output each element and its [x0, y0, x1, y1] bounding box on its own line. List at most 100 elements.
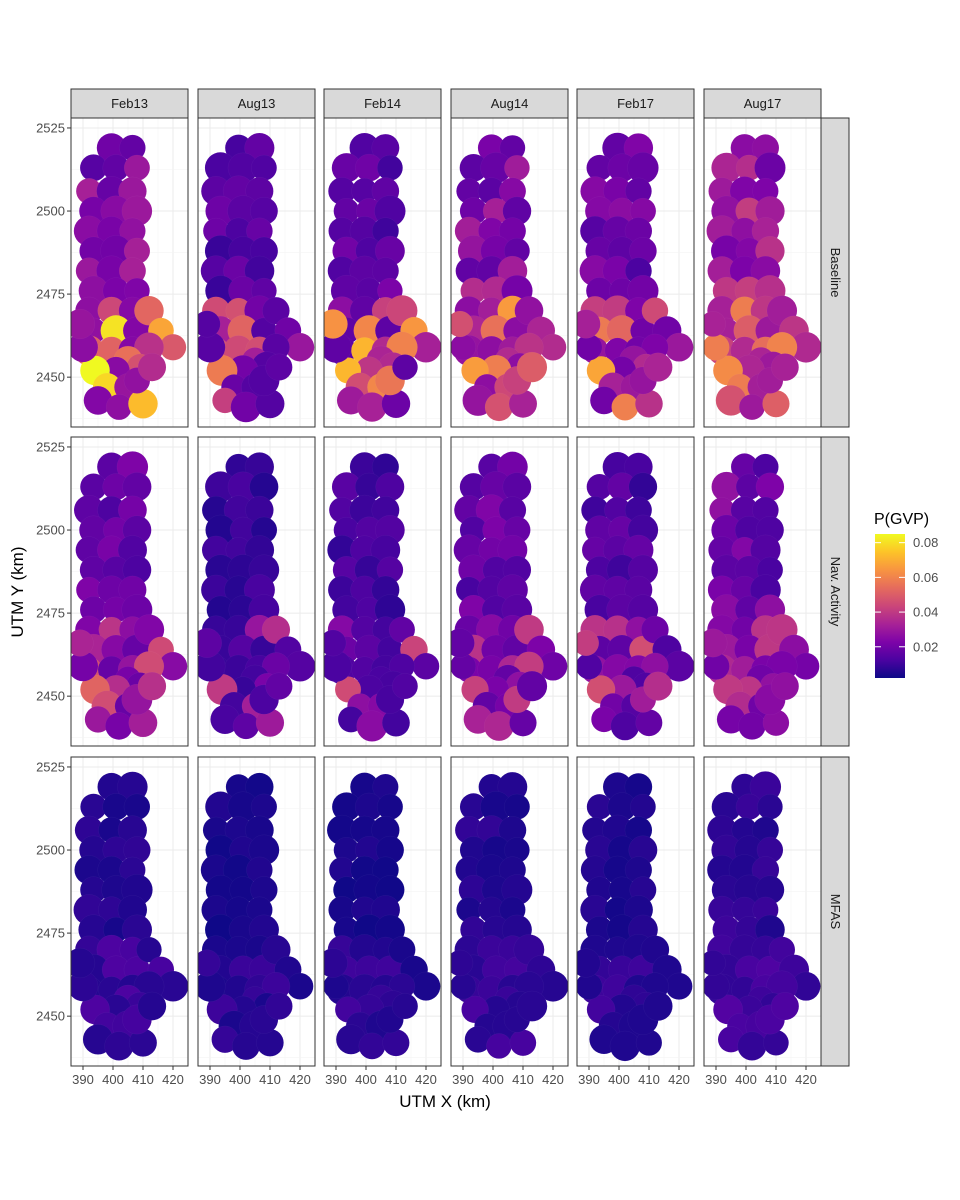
map-cell — [451, 628, 475, 658]
panel-Feb13-baseline — [70, 117, 189, 428]
map-cell — [611, 393, 639, 421]
legend-title: P(GVP) — [874, 511, 929, 528]
strip-background — [576, 88, 695, 119]
map-cell — [577, 629, 600, 657]
x-tick-label: 420 — [162, 1072, 184, 1087]
map-cell — [635, 389, 663, 418]
map-cell — [198, 949, 221, 977]
column-strip: Aug14 — [450, 88, 569, 119]
panel-Aug14-baseline — [450, 117, 569, 428]
cells — [704, 453, 820, 740]
x-tick-label: 410 — [638, 1072, 660, 1087]
map-cell — [754, 152, 786, 184]
map-cell — [261, 615, 291, 644]
map-cell — [265, 353, 293, 381]
map-cell — [610, 711, 640, 741]
x-tick-label: 410 — [512, 1072, 534, 1087]
map-cell — [502, 472, 532, 502]
x-tick-label: 390 — [199, 1072, 221, 1087]
panel-border — [323, 436, 442, 747]
map-cell — [516, 351, 548, 383]
x-tick-label: 400 — [735, 1072, 757, 1087]
map-cell — [324, 948, 348, 978]
x-tick-label: 420 — [289, 1072, 311, 1087]
panel-Aug13-baseline — [197, 117, 316, 428]
map-cell — [412, 652, 440, 680]
row-strip-label: Nav. Activity — [828, 557, 843, 627]
cells — [451, 771, 568, 1059]
cells — [704, 771, 821, 1061]
strip-background — [703, 88, 822, 119]
panel-Feb13-navactivity — [70, 436, 189, 747]
map-cell — [704, 950, 726, 976]
map-cell — [704, 333, 730, 361]
column-strip-label: Aug17 — [744, 96, 782, 111]
map-cell — [358, 1032, 386, 1060]
map-cell — [516, 990, 548, 1022]
panel-border — [70, 756, 189, 1067]
x-tick-label: 420 — [668, 1072, 690, 1087]
panel-Feb17-navactivity — [576, 436, 695, 747]
panel-border — [197, 436, 316, 747]
map-cell — [483, 711, 515, 742]
map-cell — [704, 972, 730, 1000]
x-tick-label: 390 — [578, 1072, 600, 1087]
strip-background — [323, 88, 442, 119]
x-tick-label: 390 — [72, 1072, 94, 1087]
map-cell — [771, 353, 799, 382]
map-cell — [137, 352, 167, 382]
map-cell — [486, 1033, 512, 1059]
map-cell — [388, 616, 416, 643]
column-strip: Feb13 — [70, 88, 189, 119]
map-cell — [635, 709, 663, 737]
x-tick-label: 390 — [325, 1072, 347, 1087]
map-cell — [755, 472, 785, 502]
cells — [71, 451, 188, 740]
colorbar-tick-label: 0.06 — [913, 570, 938, 585]
map-cell — [577, 948, 601, 978]
panel-border — [323, 756, 442, 1067]
column-strip: Aug13 — [197, 88, 316, 119]
panel-Aug17-mfas — [703, 756, 822, 1067]
column-strip: Aug17 — [703, 88, 822, 119]
cells — [577, 451, 694, 741]
panel-Feb17-baseline — [576, 117, 695, 428]
map-cell — [509, 708, 537, 737]
map-cell — [391, 993, 419, 1020]
x-tick-label: 390 — [452, 1072, 474, 1087]
panel-Feb14-mfas — [323, 756, 442, 1067]
map-cell — [71, 947, 96, 979]
strip-background — [450, 88, 569, 119]
map-cell — [392, 354, 418, 381]
cells — [451, 451, 568, 742]
map-cell — [382, 1029, 410, 1057]
map-cell — [704, 311, 726, 337]
map-cell — [643, 671, 673, 701]
map-cell — [105, 394, 133, 421]
row-strip: Baseline — [820, 117, 850, 428]
map-cell — [737, 1031, 767, 1061]
map-cell — [262, 296, 290, 325]
x-tick-label: 410 — [385, 1072, 407, 1087]
strip-background — [820, 756, 850, 1067]
x-tick-label: 400 — [355, 1072, 377, 1087]
map-cell — [757, 793, 783, 820]
map-cell — [71, 629, 94, 657]
x-tick-label: 400 — [608, 1072, 630, 1087]
map-cell — [628, 472, 658, 502]
panel-border — [450, 756, 569, 1067]
y-axis-title: UTM Y (km) — [8, 547, 27, 638]
map-cell — [137, 671, 167, 701]
map-cell — [770, 672, 800, 701]
panel-Aug17-baseline — [703, 117, 822, 428]
map-cell — [134, 295, 164, 326]
map-cell — [324, 629, 347, 657]
x-tick-label: 410 — [259, 1072, 281, 1087]
panel-border — [70, 436, 189, 747]
cells — [577, 132, 694, 421]
column-strip-label: Aug14 — [491, 96, 529, 111]
x-tick-label: 420 — [415, 1072, 437, 1087]
colorbar-tick-label: 0.08 — [913, 535, 938, 550]
cells — [198, 772, 314, 1061]
panel-Aug13-mfas — [197, 756, 316, 1067]
